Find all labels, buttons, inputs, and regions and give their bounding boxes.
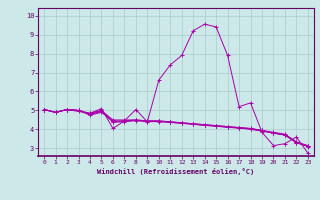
X-axis label: Windchill (Refroidissement éolien,°C): Windchill (Refroidissement éolien,°C) (97, 168, 255, 175)
